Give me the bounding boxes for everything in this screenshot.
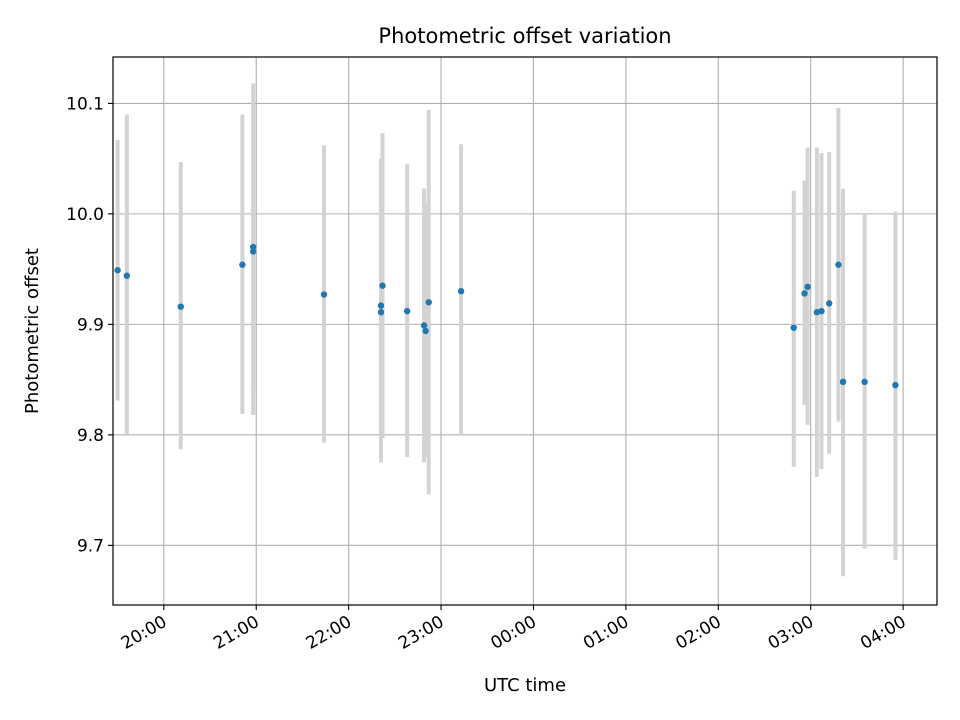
data-points [114, 243, 899, 389]
data-point [825, 300, 833, 307]
grid-lines [113, 57, 937, 605]
data-point [804, 283, 811, 291]
data-point [801, 290, 808, 297]
data-point [114, 267, 121, 274]
data-point [379, 282, 386, 289]
data-point [249, 243, 257, 251]
data-point [861, 378, 868, 386]
data-point [422, 327, 429, 335]
y-tick-label: 9.9 [77, 315, 104, 335]
data-point [420, 322, 428, 329]
data-point [249, 248, 257, 255]
chart-title: Photometric offset variation [378, 24, 671, 48]
data-point [457, 288, 465, 295]
data-point [320, 291, 328, 298]
data-point [892, 381, 899, 389]
data-point [835, 261, 842, 268]
data-point [839, 378, 847, 386]
data-point [377, 309, 385, 316]
plot-frame [112, 56, 938, 606]
y-axis-title: Photometric offset [22, 248, 43, 414]
data-point [239, 261, 246, 268]
data-point [425, 299, 432, 306]
data-point [818, 307, 825, 315]
data-point [177, 303, 184, 310]
data-point [790, 324, 797, 331]
y-tick-label: 9.8 [77, 426, 104, 446]
data-point [403, 307, 411, 315]
x-axis-title: UTC time [484, 675, 566, 696]
data-point [123, 272, 131, 279]
y-axis-ticks: 9.7 9.8 9.9 10.0 10.1 [66, 94, 113, 556]
y-tick-label: 10.0 [66, 205, 104, 225]
y-tick-label: 10.1 [66, 94, 104, 114]
data-point [377, 302, 385, 309]
y-tick-label: 9.7 [77, 536, 104, 556]
